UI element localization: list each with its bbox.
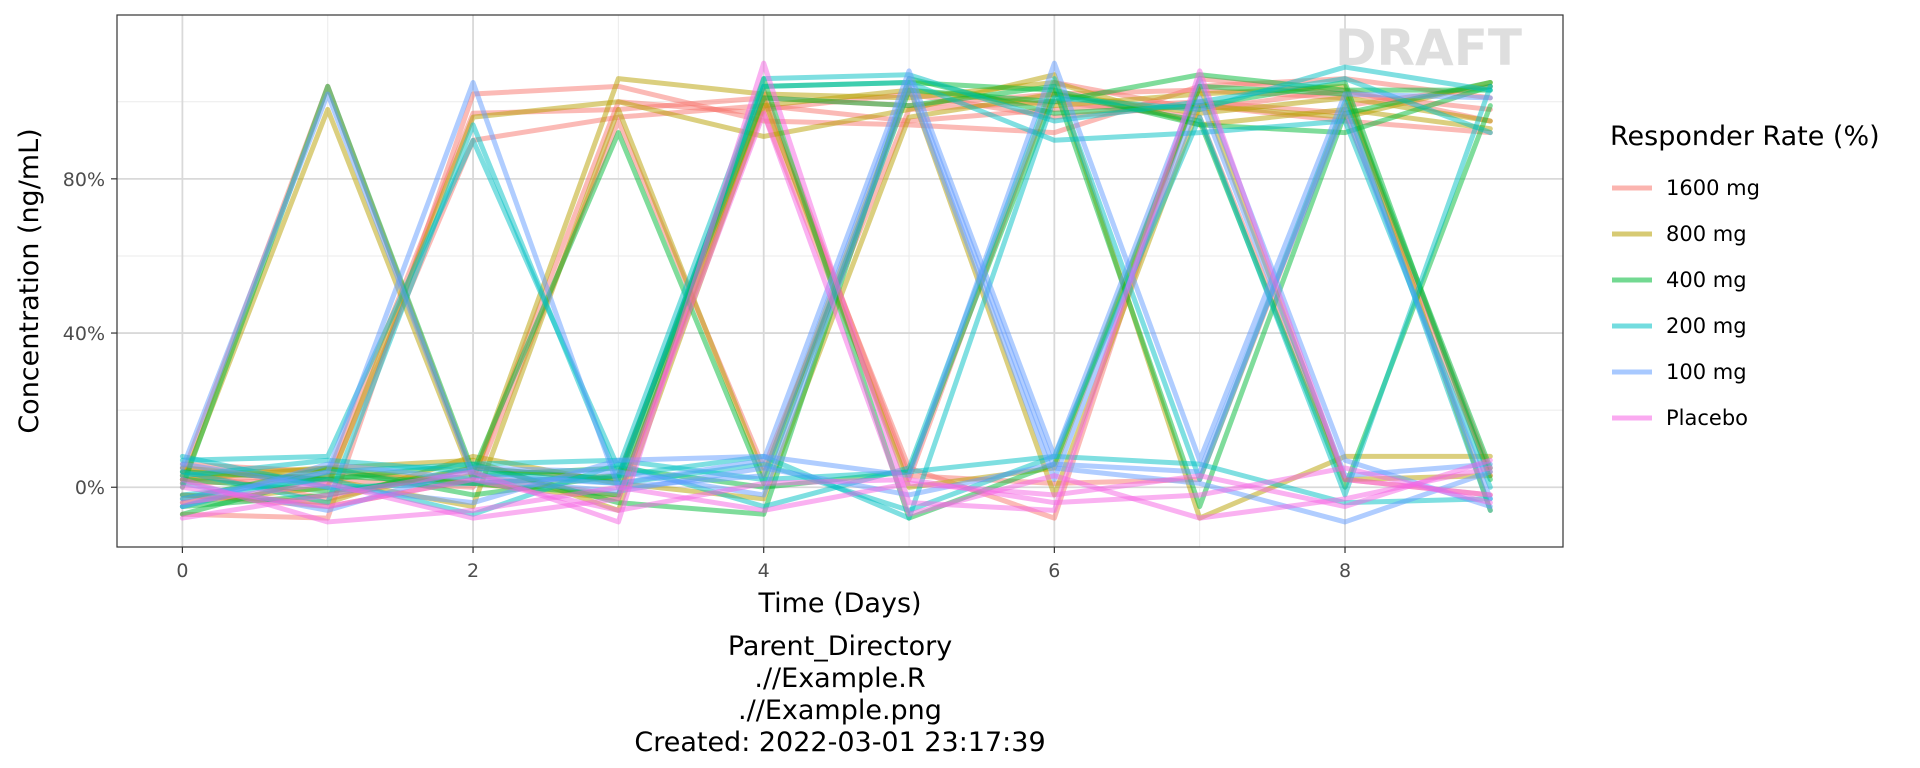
- x-tick-label: 2: [467, 560, 479, 582]
- legend-label-2: 800 mg: [1666, 222, 1747, 246]
- y-tick-label: 80%: [63, 169, 105, 191]
- y-axis-ticks: 0% 40% 80%: [63, 169, 117, 499]
- legend-label-5: 100 mg: [1666, 360, 1747, 384]
- series-line-200-mg-6: [179, 83, 1493, 513]
- series-line-placebo-4: [179, 465, 1493, 513]
- legend-label-1: 1600 mg: [1666, 176, 1760, 200]
- x-tick-label: 0: [176, 560, 188, 582]
- x-axis-title: Time (Days): [757, 588, 921, 619]
- y-axis-title: Concentration (ng/mL): [14, 128, 45, 433]
- caption-line-1: Parent_Directory: [728, 631, 952, 662]
- series-lines: [179, 60, 1493, 525]
- caption-line-4: Created: 2022-03-01 23:17:39: [634, 727, 1045, 758]
- legend-label-6: Placebo: [1666, 406, 1748, 430]
- x-tick-label: 6: [1048, 560, 1060, 582]
- legend-items: 1600 mg 800 mg 400 mg 200 mg 100 mg Placebo: [1612, 176, 1760, 430]
- x-axis-ticks: 0 2 4 6 8: [176, 547, 1351, 582]
- legend-label-3: 400 mg: [1666, 268, 1747, 292]
- draft-watermark: DRAFT: [1335, 19, 1522, 77]
- x-tick-label: 8: [1339, 560, 1351, 582]
- series-line-200-mg-4: [179, 79, 1493, 506]
- caption-line-3: .//Example.png: [738, 695, 942, 726]
- series-line-placebo-3: [179, 110, 1493, 521]
- y-tick-label: 40%: [63, 323, 105, 345]
- legend: Responder Rate (%) 1600 mg 800 mg 400 mg 20…: [1610, 121, 1880, 430]
- series-line-placebo-2: [179, 457, 1493, 525]
- caption-line-2: .//Example.R: [754, 663, 925, 694]
- legend-title: Responder Rate (%): [1610, 121, 1880, 152]
- series-line-placebo-1: [179, 60, 1493, 525]
- caption: Parent_Directory .//Example.R .//Example…: [634, 631, 1045, 758]
- panel-border: [116, 14, 1564, 548]
- legend-label-4: 200 mg: [1666, 314, 1747, 338]
- y-tick-label: 0%: [75, 477, 105, 499]
- x-tick-label: 4: [758, 560, 770, 582]
